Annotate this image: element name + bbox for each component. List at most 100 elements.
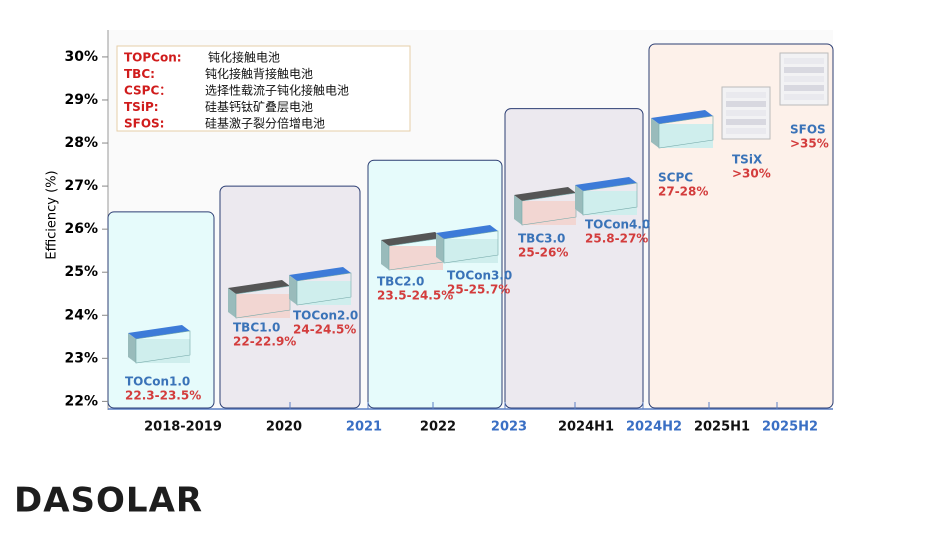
- product-range: 25-25.7%: [447, 283, 510, 297]
- legend-text: 选择性载流子钝化接触电池: [205, 83, 349, 98]
- cell-front: [128, 333, 136, 363]
- cell-body: [522, 201, 576, 225]
- product-range: 25-26%: [518, 246, 568, 260]
- cell-side: [135, 330, 191, 364]
- cell-front: [436, 233, 444, 263]
- y-tick-label: 24%: [64, 307, 98, 323]
- cell-layer: [726, 128, 766, 134]
- cell-layer: [726, 110, 766, 116]
- product-range: 24-24.5%: [293, 323, 356, 337]
- y-tick-label: 30%: [64, 49, 98, 65]
- legend-abbr: TBC:: [124, 67, 155, 81]
- cell-body: [389, 246, 443, 270]
- legend-text: 硅基钙钛矿叠层电池: [205, 99, 313, 114]
- cell-layer: [784, 67, 824, 73]
- x-tick-label: 2018-2019: [144, 420, 222, 435]
- cell-layer: [784, 58, 824, 64]
- product-name: TSiX: [732, 153, 763, 167]
- cell-top: [381, 232, 443, 246]
- cell-image: [651, 110, 714, 149]
- y-tick-label: 25%: [64, 264, 98, 280]
- cell-front: [228, 288, 236, 318]
- product-name: TBC1.0: [233, 321, 280, 335]
- cell-side: [296, 272, 352, 306]
- x-tick-label: 2020: [266, 420, 302, 435]
- legend-text: 硅基激子裂分倍增电池: [205, 116, 325, 131]
- logo: DASOLAR: [14, 481, 203, 521]
- y-tick-label: 22%: [64, 393, 98, 409]
- x-tick-label: 2023: [491, 420, 527, 435]
- cell-front: [514, 195, 522, 225]
- x-tick-label: 2025H1: [694, 420, 750, 435]
- cell-front: [289, 275, 297, 305]
- legend-abbr: SFOS:: [124, 117, 164, 131]
- cell-front: [651, 118, 659, 148]
- cell-image: [128, 325, 191, 364]
- cell-body: [297, 281, 351, 305]
- cell-body: [444, 239, 498, 263]
- product-name: SCPC: [658, 171, 693, 185]
- x-tick-label: 2025H2: [762, 420, 818, 435]
- cell-side: [582, 182, 638, 216]
- product-name: SFOS: [790, 123, 826, 137]
- legend-abbr: TOPCon:: [124, 51, 182, 65]
- cell-layer: [726, 119, 766, 125]
- y-tick-label: 26%: [64, 221, 98, 237]
- y-axis-label: Efficiency (%): [45, 170, 60, 259]
- cell-layer: [726, 101, 766, 107]
- product-range: 22.3-23.5%: [125, 389, 201, 403]
- cell-layer: [784, 76, 824, 82]
- product-name: TOCon3.0: [447, 269, 512, 283]
- cell-body: [583, 191, 637, 215]
- cell-top: [651, 110, 713, 124]
- cell-body: [236, 294, 290, 318]
- product-name: TBC2.0: [377, 275, 424, 289]
- cell-layer: [784, 94, 824, 100]
- product-name: TOCon2.0: [293, 309, 358, 323]
- stage-box: [367, 159, 503, 409]
- cell-top: [228, 280, 290, 294]
- product-range: 22-22.9%: [233, 335, 296, 349]
- legend-box: [116, 45, 411, 132]
- cell-layer: [726, 92, 766, 98]
- legend-text: 钝化接触背接触电池: [205, 66, 313, 81]
- product-name: TOCon4.0: [585, 218, 650, 232]
- cell-body: [136, 339, 190, 363]
- product-range: 27-28%: [658, 185, 708, 199]
- cell-top: [436, 225, 498, 239]
- x-tick-label: 2022: [420, 420, 456, 435]
- cell-front: [381, 240, 389, 270]
- cell-top: [128, 325, 190, 339]
- cell-image: [228, 280, 291, 319]
- cell-body: [659, 124, 713, 148]
- cell-image: [514, 187, 577, 226]
- cell-image: [575, 177, 638, 216]
- cell-top: [514, 187, 576, 201]
- product-range: >30%: [732, 167, 771, 181]
- y-tick-label: 29%: [64, 92, 98, 108]
- cell-top: [575, 177, 637, 191]
- cell-image: [381, 232, 444, 271]
- cell-side: [443, 230, 499, 264]
- legend-abbr: CSPC：: [124, 84, 171, 98]
- y-tick-label: 23%: [64, 350, 98, 366]
- legend-abbr: TSiP:: [124, 100, 159, 114]
- cell-image: [779, 52, 829, 106]
- y-tick-label: 27%: [64, 178, 98, 194]
- y-tick-label: 28%: [64, 135, 98, 151]
- cell-side: [658, 115, 714, 149]
- legend-text: 钝化接触电池: [208, 50, 280, 65]
- product-range: 25.8-27%: [585, 232, 648, 246]
- x-tick-label: 2024H1: [558, 420, 614, 435]
- x-tick-label: 2024H2: [626, 420, 682, 435]
- product-name: TOCon1.0: [125, 375, 190, 389]
- cell-layer: [784, 85, 824, 91]
- cell-image: [289, 267, 352, 306]
- cell-image: [436, 225, 499, 264]
- product-range: >35%: [790, 137, 829, 151]
- product-name: TBC3.0: [518, 232, 565, 246]
- cell-front: [575, 185, 583, 215]
- product-range: 23.5-24.5%: [377, 289, 453, 303]
- cell-image: [721, 86, 771, 140]
